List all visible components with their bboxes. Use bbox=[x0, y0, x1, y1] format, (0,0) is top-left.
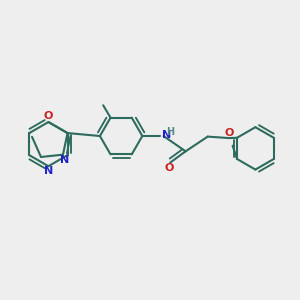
Text: O: O bbox=[164, 163, 173, 172]
Text: N: N bbox=[60, 155, 69, 165]
Text: O: O bbox=[44, 111, 53, 121]
Text: N: N bbox=[44, 167, 53, 176]
Text: H: H bbox=[166, 127, 174, 137]
Text: O: O bbox=[225, 128, 234, 138]
Text: N: N bbox=[162, 130, 172, 140]
